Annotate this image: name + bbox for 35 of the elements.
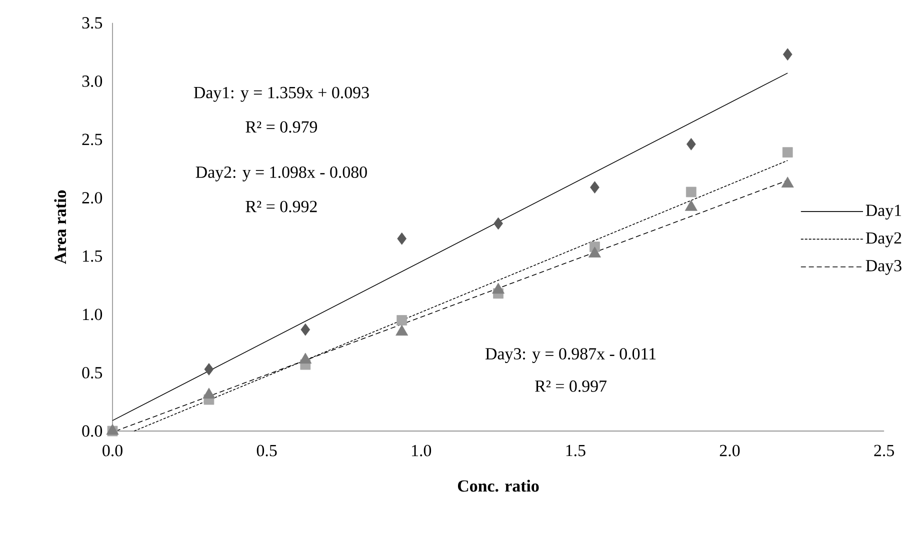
x-tick-label: 2.5	[874, 445, 894, 457]
annotation: Day2: y = 1.098x - 0.080	[196, 166, 367, 182]
point	[782, 48, 792, 61]
point	[204, 363, 214, 376]
annotation: R² = 0.979	[246, 121, 317, 133]
y-tick-label: 3.5	[82, 17, 102, 29]
point	[397, 232, 407, 246]
point	[494, 218, 503, 230]
legend-label: Day3	[866, 260, 902, 276]
x-tick-label: 1.5	[566, 445, 586, 456]
x-tick-label: 0.0	[102, 445, 122, 457]
y-axis-title: Area ratio	[54, 190, 66, 264]
x-axis-title: Conc. ratio	[458, 480, 539, 492]
point	[686, 138, 696, 151]
legend-label: Day2	[866, 232, 902, 248]
y-tick-label: 1.5	[83, 250, 102, 262]
point	[686, 187, 696, 198]
x-tick-label: 2.0	[720, 445, 740, 457]
y-tick-label: 2.0	[82, 192, 102, 204]
y-tick-label: 3.0	[82, 76, 102, 88]
annotation: R² = 0.997	[535, 380, 607, 392]
legend-label: Day1	[866, 204, 902, 220]
y-tick-label: 1.0	[83, 308, 102, 320]
y-tick-label: 0.5	[82, 367, 102, 379]
point	[396, 315, 408, 326]
annotation: Day3: y = 0.987x - 0.011	[486, 348, 656, 364]
point	[782, 147, 793, 158]
annotation: R² = 0.992	[246, 201, 317, 213]
y-tick-label: 2.5	[82, 134, 102, 146]
annotation: Day1: y = 1.359x + 0.093	[194, 87, 369, 102]
point	[590, 181, 600, 194]
x-tick-label: 1.0	[412, 445, 432, 457]
point	[300, 324, 310, 336]
y-tick-label: 0.0	[82, 426, 102, 438]
x-tick-label: 0.5	[256, 445, 277, 457]
